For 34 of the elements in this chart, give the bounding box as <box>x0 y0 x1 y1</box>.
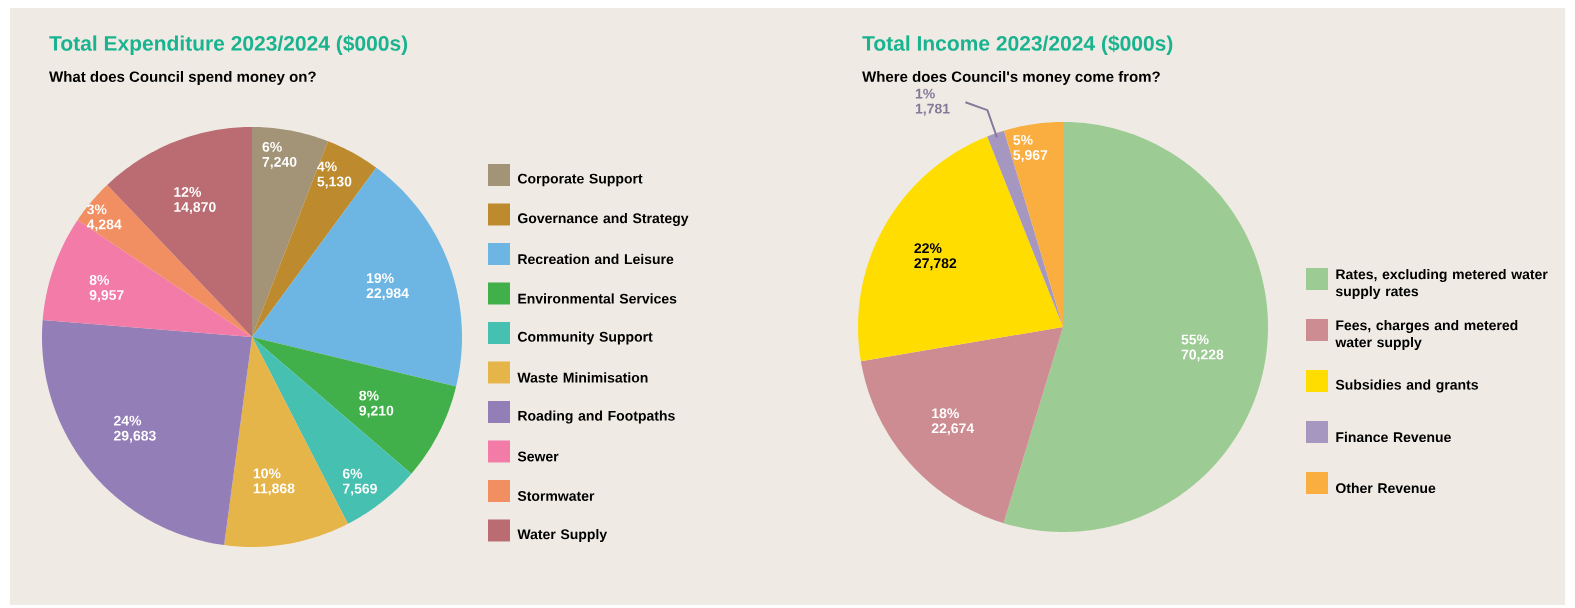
data-label: 8% 9,210 <box>359 390 394 418</box>
legend-label: Finance Revenue <box>1336 431 1451 443</box>
legend-label: Other Revenue <box>1335 482 1436 494</box>
legend-label: Subsidies and grants <box>1335 379 1478 393</box>
data-label: 3% 4,284 <box>86 204 122 232</box>
data-label: 12% 14,870 <box>174 187 216 214</box>
data-label: 6% 7,569 <box>342 468 377 496</box>
legend-label: Waste Minimisation <box>517 372 648 383</box>
chart-title: Total Income 2023/2024 ($000s) <box>862 35 1173 55</box>
legend-label: Community Support <box>517 331 653 345</box>
legend-label: Stormwater <box>517 491 595 501</box>
legend-label: Roading and Footpaths <box>518 410 675 424</box>
legend-label: Fees, charges and metered water supply <box>1335 319 1518 351</box>
chart-title: Total Expenditure 2023/2024 ($000s) <box>49 35 408 55</box>
data-label: 10% 11,868 <box>253 468 295 496</box>
chart-subtitle: Where does Council's money come from? <box>862 71 1160 85</box>
legend-label: Corporate Support <box>517 173 643 187</box>
data-label: 18% 22,674 <box>931 408 975 436</box>
chart-subtitle: What does Council spend money on? <box>49 71 316 85</box>
legend-label: Environmental Services <box>518 293 677 304</box>
data-label: 19% 22,984 <box>366 273 409 301</box>
data-label: 24% 29,683 <box>113 415 156 443</box>
legend-label: Recreation and Leisure <box>518 253 674 265</box>
data-label: 5% 5,967 <box>1013 135 1048 162</box>
data-label: 6% 7,240 <box>262 141 297 169</box>
data-label: 22% 27,782 <box>914 243 957 271</box>
legend-label: Rates, excluding metered water supply rates <box>1335 268 1548 300</box>
data-label: 4% 5,130 <box>317 161 352 189</box>
legend-label: Water Supply <box>517 528 608 543</box>
data-label: 8% 9,957 <box>89 275 124 302</box>
data-label: 1% 1,781 <box>915 88 950 116</box>
data-label: 55% 70,228 <box>1181 334 1224 362</box>
legend-label: Sewer <box>517 451 559 462</box>
legend-label: Governance and Strategy <box>517 212 689 227</box>
